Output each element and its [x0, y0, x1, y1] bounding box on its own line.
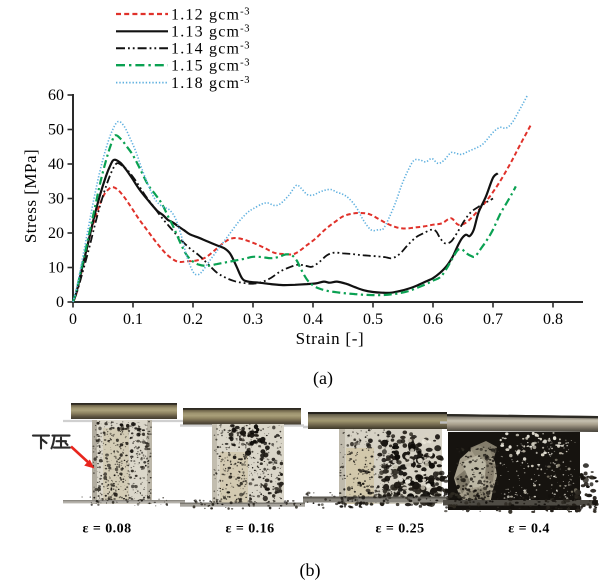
- svg-text:ε = 0.16: ε = 0.16: [225, 522, 274, 537]
- svg-text:1.15 gcm-3: 1.15 gcm-3: [171, 58, 250, 75]
- svg-text:30: 30: [48, 191, 64, 208]
- svg-text:(b): (b): [300, 560, 321, 581]
- svg-text:Stress [MPa]: Stress [MPa]: [21, 149, 40, 243]
- svg-text:0.6: 0.6: [423, 311, 443, 328]
- svg-text:0.4: 0.4: [303, 311, 323, 328]
- svg-text:0: 0: [69, 311, 77, 328]
- svg-text:40: 40: [48, 156, 64, 173]
- svg-text:ε = 0.4: ε = 0.4: [508, 522, 550, 537]
- svg-text:0.2: 0.2: [183, 311, 203, 328]
- svg-text:0.5: 0.5: [363, 311, 383, 328]
- svg-text:50: 50: [48, 122, 64, 139]
- svg-text:0.8: 0.8: [543, 311, 563, 328]
- svg-text:0.3: 0.3: [243, 311, 263, 328]
- svg-text:1.18 gcm-3: 1.18 gcm-3: [171, 75, 250, 92]
- svg-text:1.13 gcm-3: 1.13 gcm-3: [171, 24, 250, 41]
- svg-text:1.12 gcm-3: 1.12 gcm-3: [171, 6, 250, 23]
- svg-text:60: 60: [48, 87, 64, 104]
- svg-text:ε = 0.25: ε = 0.25: [375, 522, 424, 537]
- svg-text:(a): (a): [313, 368, 333, 389]
- svg-text:0.7: 0.7: [483, 311, 503, 328]
- svg-text:0.1: 0.1: [123, 311, 143, 328]
- svg-text:1.14 gcm-3: 1.14 gcm-3: [171, 41, 250, 58]
- svg-text:0: 0: [56, 294, 64, 311]
- svg-text:Strain [-]: Strain [-]: [296, 329, 365, 348]
- svg-text:20: 20: [48, 225, 64, 242]
- svg-text:ε = 0.08: ε = 0.08: [82, 522, 131, 537]
- svg-text:10: 10: [48, 260, 64, 277]
